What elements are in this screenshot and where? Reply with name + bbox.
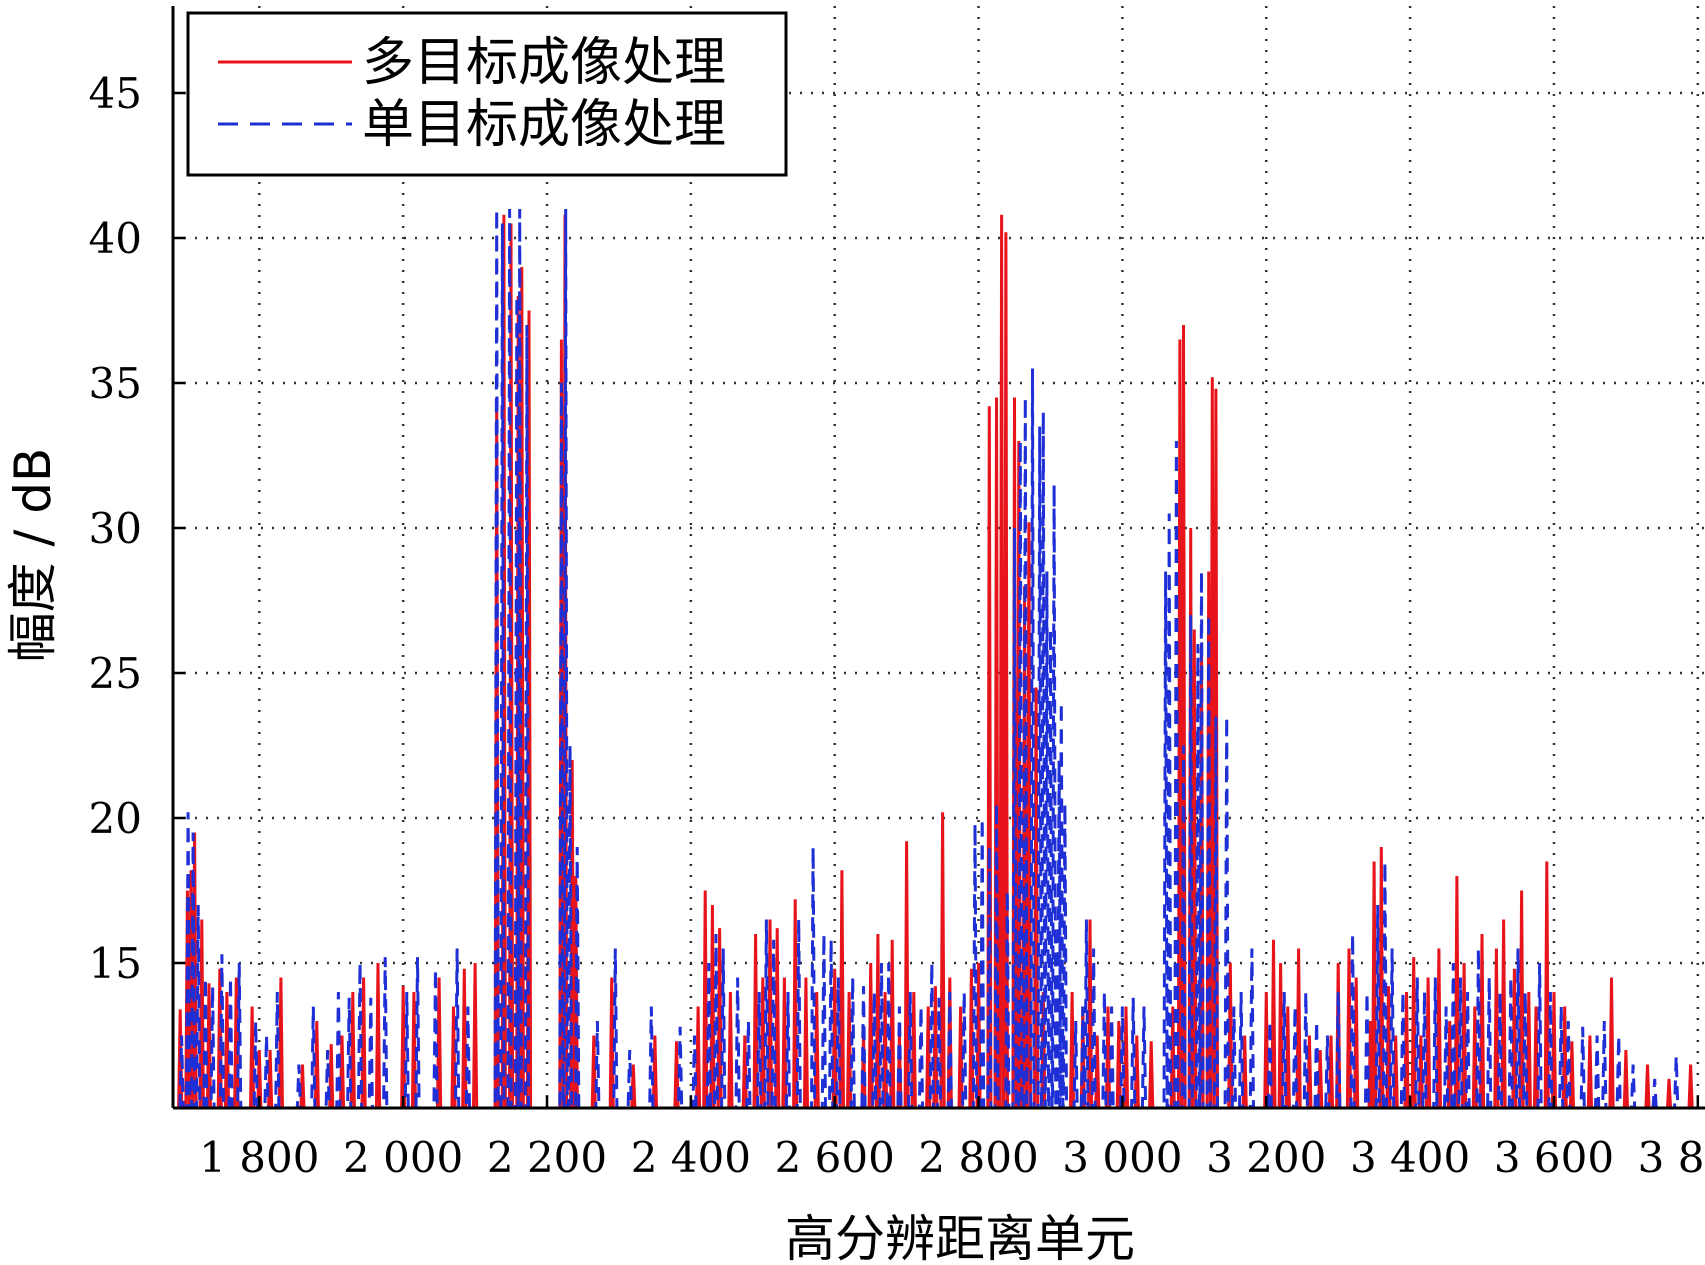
series-line-multi-target	[177, 214, 1694, 1110]
y-tick-label-2: 25	[89, 649, 142, 698]
y-tick-label-3: 30	[89, 504, 142, 553]
legend-label-single-target: 单目标成像处理	[362, 95, 726, 155]
plot-background	[173, 6, 1705, 1108]
y-axis-title: 幅度 / dB	[4, 448, 62, 663]
x-axis-title: 高分辨距离单元	[785, 1210, 1135, 1265]
x-tick-label-8: 3 400	[1350, 1133, 1470, 1182]
axes	[171, 6, 1705, 1110]
x-tick-label-4: 2 600	[775, 1133, 895, 1182]
legend-box	[186, 11, 788, 177]
x-tick-label-3: 2 400	[631, 1133, 751, 1182]
legend: 多目标成像处理 单目标成像处理	[186, 11, 788, 177]
x-tick-label-1: 2 000	[343, 1133, 463, 1182]
x-tick-label-10: 3 800	[1638, 1133, 1705, 1182]
x-tick-label-9: 3 600	[1494, 1133, 1614, 1182]
x-tick-label-6: 3 000	[1062, 1133, 1182, 1182]
grid	[173, 6, 1705, 1108]
x-tick-label-0: 1 800	[199, 1133, 319, 1182]
tick-labels: 1 800 2 000 2 200 2 400 2 600 2 800 3 000 3 200…	[89, 69, 1705, 1182]
x-tick-label-7: 3 200	[1206, 1133, 1326, 1182]
y-tick-label-0: 15	[89, 939, 142, 988]
y-tick-label-1: 20	[89, 794, 142, 843]
y-tick-label-5: 40	[89, 214, 142, 263]
x-tick-label-2: 2 200	[487, 1133, 607, 1182]
y-tick-label-4: 35	[89, 359, 142, 408]
x-tick-label-5: 2 800	[918, 1133, 1038, 1182]
y-tick-label-6: 45	[89, 69, 142, 118]
legend-label-multi-target: 多目标成像处理	[362, 33, 726, 93]
